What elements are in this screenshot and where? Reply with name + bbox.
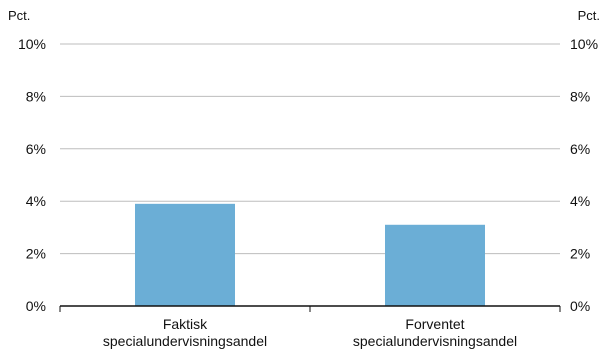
y-tick-label-right: 8% bbox=[570, 88, 590, 104]
y-tick-label-left: 2% bbox=[26, 246, 46, 262]
bars bbox=[135, 203, 485, 306]
y-axis-left-ticks: 0% 2% 4% 6% 8% 10% bbox=[18, 36, 46, 314]
bar bbox=[135, 203, 235, 306]
y-tick-label-left: 6% bbox=[26, 141, 46, 157]
x-axis-ticks bbox=[59, 306, 561, 312]
y-tick-label-right: 0% bbox=[570, 298, 590, 314]
x-category-label: Forventet bbox=[405, 316, 464, 332]
category-labels: FaktiskspecialundervisningsandelForvente… bbox=[103, 316, 517, 349]
y-tick-label-right: 4% bbox=[570, 193, 590, 209]
x-category-label: specialundervisningsandel bbox=[353, 333, 517, 349]
y-tick-label-right: 10% bbox=[570, 36, 598, 52]
y-axis-right-ticks: 0% 2% 4% 6% 8% 10% bbox=[570, 36, 598, 314]
y-tick-label-right: 6% bbox=[570, 141, 590, 157]
y-tick-label-left: 0% bbox=[26, 298, 46, 314]
x-category-label: Faktisk bbox=[163, 316, 208, 332]
y-tick-label-left: 10% bbox=[18, 36, 46, 52]
y-unit-right: Pct. bbox=[578, 8, 600, 23]
y-tick-label-left: 8% bbox=[26, 88, 46, 104]
y-unit-left: Pct. bbox=[8, 8, 30, 23]
y-tick-label-left: 4% bbox=[26, 193, 46, 209]
y-tick-label-right: 2% bbox=[570, 246, 590, 262]
x-category-label: specialundervisningsandel bbox=[103, 333, 267, 349]
bar bbox=[385, 224, 485, 306]
